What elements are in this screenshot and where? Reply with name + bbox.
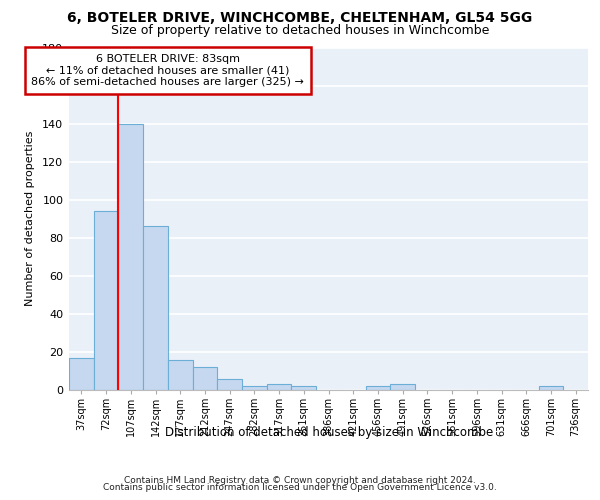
Y-axis label: Number of detached properties: Number of detached properties [25,131,35,306]
Bar [267,384,292,390]
Text: 6, BOTELER DRIVE, WINCHCOMBE, CHELTENHAM, GL54 5GG: 6, BOTELER DRIVE, WINCHCOMBE, CHELTENHAM… [67,12,533,26]
Bar [118,124,143,390]
Bar [69,358,94,390]
Bar [94,211,118,390]
Bar [292,386,316,390]
Bar [365,386,390,390]
Text: 6 BOTELER DRIVE: 83sqm
← 11% of detached houses are smaller (41)
86% of semi-det: 6 BOTELER DRIVE: 83sqm ← 11% of detached… [31,54,304,87]
Bar [539,386,563,390]
Bar [193,367,217,390]
Text: Size of property relative to detached houses in Winchcombe: Size of property relative to detached ho… [111,24,489,37]
Text: Distribution of detached houses by size in Winchcombe: Distribution of detached houses by size … [164,426,493,439]
Bar [143,226,168,390]
Bar [390,384,415,390]
Bar [168,360,193,390]
Text: Contains HM Land Registry data © Crown copyright and database right 2024.: Contains HM Land Registry data © Crown c… [124,476,476,485]
Bar [242,386,267,390]
Text: Contains public sector information licensed under the Open Government Licence v3: Contains public sector information licen… [103,484,497,492]
Bar [217,378,242,390]
